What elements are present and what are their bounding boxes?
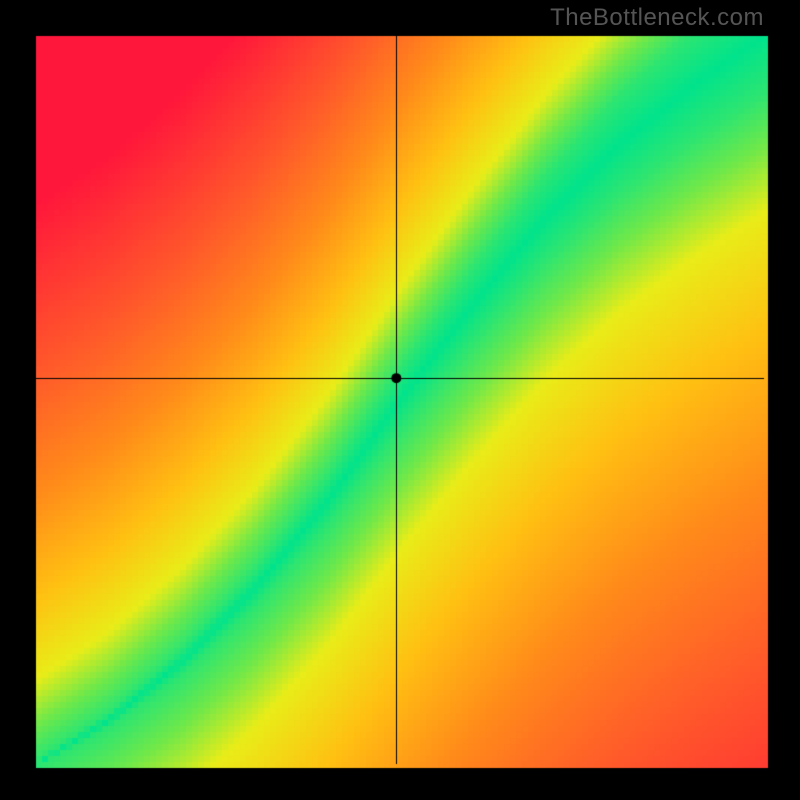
chart-container: TheBottleneck.com: [0, 0, 800, 800]
bottleneck-heatmap: [0, 0, 800, 800]
watermark-text: TheBottleneck.com: [550, 4, 764, 32]
